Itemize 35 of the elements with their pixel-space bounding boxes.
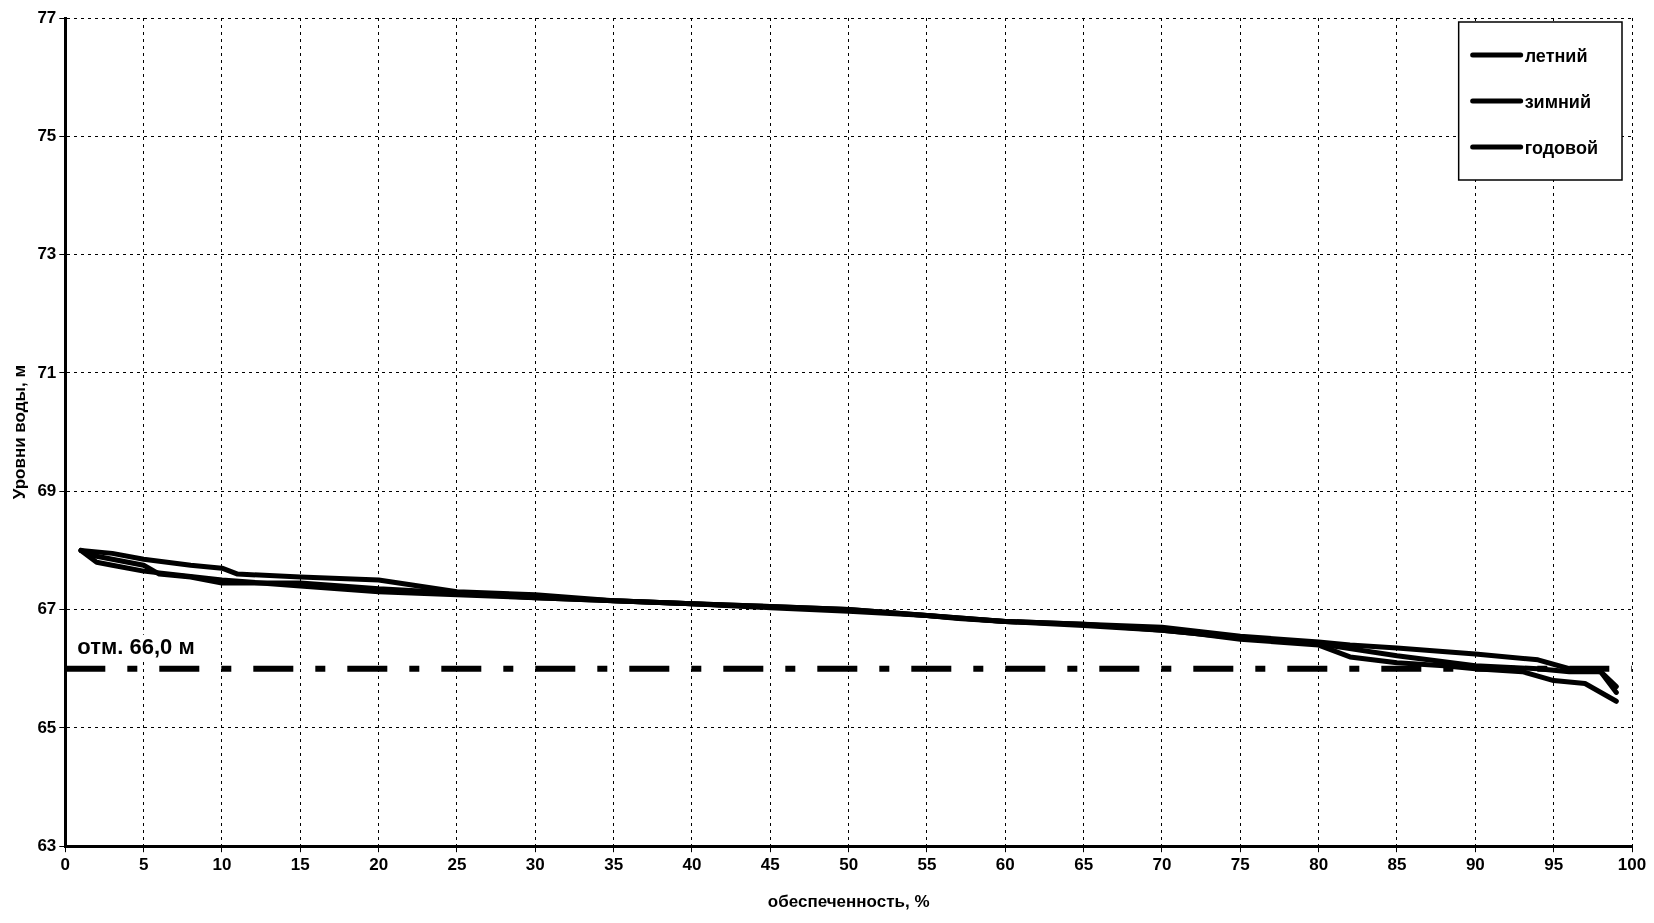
y-tick-label: 77	[37, 7, 57, 27]
x-tick-label: 85	[1387, 855, 1407, 875]
y-tick-label: 69	[37, 480, 57, 500]
legend-label: зимний	[1524, 91, 1592, 112]
x-tick-label: 25	[447, 855, 467, 875]
y-tick-label: 73	[37, 244, 57, 264]
x-tick-label: 75	[1230, 855, 1250, 875]
x-tick-label: 70	[1152, 855, 1172, 875]
x-tick-label: 5	[138, 855, 149, 875]
x-tick-label: 90	[1465, 855, 1485, 875]
x-tick-label: 55	[917, 855, 937, 875]
legend-label: летний	[1524, 45, 1588, 66]
x-tick-label: 10	[212, 855, 232, 875]
x-tick-label: 20	[369, 855, 389, 875]
x-tick-label: 80	[1309, 855, 1329, 875]
x-tick-label: 50	[839, 855, 859, 875]
x-tick-label: 45	[760, 855, 780, 875]
x-tick-label: 65	[1074, 855, 1094, 875]
x-tick-label: 30	[525, 855, 545, 875]
y-tick-label: 75	[37, 126, 57, 145]
y-axis-title: Уровни воды, м	[9, 364, 29, 500]
y-tick-label: 71	[37, 362, 57, 382]
y-tick-label: 67	[37, 599, 57, 619]
x-tick-label: 40	[682, 855, 702, 875]
x-tick-label: 100	[1617, 855, 1647, 875]
x-tick-label: 35	[604, 855, 624, 875]
x-tick-label: 15	[290, 855, 310, 875]
x-tick-label: 60	[995, 855, 1015, 875]
x-tick-label: 95	[1544, 855, 1564, 875]
ref-line-label: отм. 66,0 м	[77, 633, 195, 659]
x-tick-label: 0	[60, 855, 71, 875]
x-axis-title: обеспеченность, %	[767, 892, 930, 912]
y-tick-label: 65	[37, 717, 57, 737]
legend-label: годовой	[1524, 137, 1598, 158]
y-tick-label: 63	[37, 835, 57, 855]
